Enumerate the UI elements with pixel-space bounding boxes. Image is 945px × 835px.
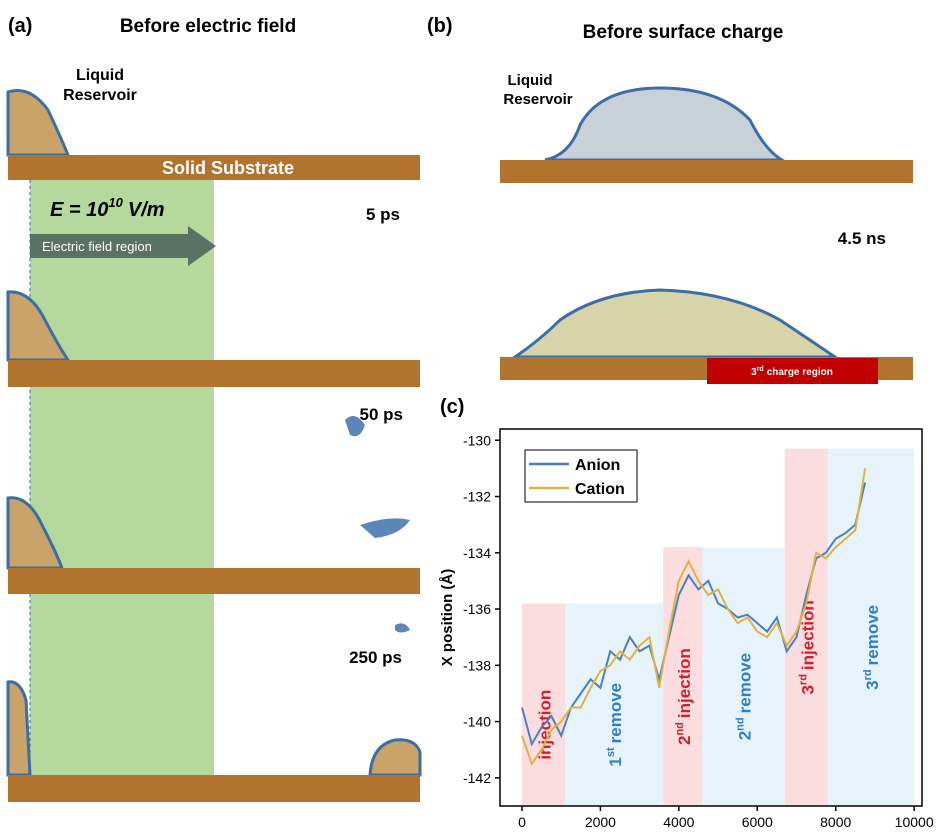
y-axis-label: X position (Å) xyxy=(439,569,456,667)
x-tick-label: 10000 xyxy=(895,814,934,830)
y-tick-label: -136 xyxy=(463,601,491,617)
panel-label: (c) xyxy=(440,396,464,418)
substrate xyxy=(8,360,420,387)
panel-label: (a) xyxy=(8,15,32,37)
reservoir-label: Reservoir xyxy=(63,87,137,104)
label-text: charge region xyxy=(767,367,833,378)
substrate xyxy=(500,160,913,183)
region-label: 2nd remove xyxy=(735,653,755,740)
time-label: 5 ps xyxy=(366,205,400,224)
droplet xyxy=(345,416,365,437)
ordinal: 3 xyxy=(751,367,757,378)
x-tick-label: 0 xyxy=(518,814,526,830)
ordinal-sup: st xyxy=(605,747,617,757)
substrate xyxy=(8,568,420,594)
reservoir xyxy=(6,496,65,570)
eq-base: E = 10 xyxy=(50,199,108,221)
plot-frame xyxy=(499,428,923,807)
substrate xyxy=(8,775,420,802)
label-text: remove xyxy=(606,683,625,743)
ordinal-sup: nd xyxy=(674,722,686,735)
label-text: remove xyxy=(863,605,882,665)
region xyxy=(521,603,566,806)
ordinal: 1 xyxy=(606,757,625,766)
droplet xyxy=(368,738,422,777)
legend-box xyxy=(524,449,638,503)
reservoir xyxy=(6,290,71,362)
x-tick-label: 4000 xyxy=(663,814,694,830)
substrate-label: Solid Substrate xyxy=(162,158,294,178)
charge-region xyxy=(707,358,878,384)
field-arrow xyxy=(30,226,216,266)
reservoir-label: Reservoir xyxy=(503,91,572,108)
label-text: remove xyxy=(736,653,755,713)
region-label: 3rd remove xyxy=(862,605,882,690)
time-label: 50 ps xyxy=(360,405,403,424)
region-label: 3rd injection xyxy=(797,600,817,694)
y-tick-label: -132 xyxy=(463,489,491,505)
droplet xyxy=(360,518,410,538)
field-region xyxy=(30,180,214,776)
y-tick-label: -138 xyxy=(463,657,491,673)
series-line xyxy=(521,468,867,766)
substrate xyxy=(8,155,420,180)
field-equation: E = 1010 V/m xyxy=(50,195,165,221)
y-tick-label: -134 xyxy=(463,545,491,561)
x-tick-label: 2000 xyxy=(585,814,616,830)
region-label: 1st remove xyxy=(605,683,625,767)
panel-label: (b) xyxy=(427,15,453,37)
time-label: 4.5 ns xyxy=(838,229,886,248)
droplet xyxy=(544,86,788,162)
time-label: 250 ps xyxy=(349,648,402,667)
eq-unit: V/m xyxy=(128,199,165,221)
legend-label: Anion xyxy=(575,457,620,474)
y-tick-label: -140 xyxy=(463,714,491,730)
y-tick-label: -142 xyxy=(463,770,491,786)
region xyxy=(784,448,828,806)
droplet xyxy=(395,623,410,633)
region-label: 2nd injection xyxy=(674,648,694,745)
ordinal: 2 xyxy=(675,736,694,745)
reservoir-label: Liquid xyxy=(508,72,553,89)
label-text: injection xyxy=(675,648,694,718)
ordinal-sup: rd xyxy=(757,366,764,373)
region xyxy=(663,547,703,806)
ordinal: 3 xyxy=(798,685,817,694)
region xyxy=(827,448,915,806)
arrow-label: Electric field region xyxy=(42,239,152,254)
panel-title: Before electric field xyxy=(120,16,296,37)
droplet xyxy=(510,288,840,359)
x-tick-label: 6000 xyxy=(742,814,773,830)
reservoir-label: Liquid xyxy=(76,67,124,84)
ordinal-sup: rd xyxy=(862,669,874,680)
charge-region-label: 3rd charge region xyxy=(751,366,833,378)
y-tick-label: -130 xyxy=(463,432,491,448)
ordinal: 3 xyxy=(863,680,882,689)
x-tick-label: 8000 xyxy=(820,814,851,830)
label-text: injection xyxy=(798,600,817,670)
legend-label: Cation xyxy=(575,481,625,498)
reservoir xyxy=(6,680,32,777)
ordinal-sup: rd xyxy=(797,674,809,685)
reservoir xyxy=(6,89,71,157)
ordinal: 2 xyxy=(736,731,755,740)
ordinal-sup: nd xyxy=(735,717,747,730)
series-line xyxy=(521,482,867,747)
eq-exponent: 10 xyxy=(108,195,123,210)
panel-title: Before surface charge xyxy=(583,22,784,43)
